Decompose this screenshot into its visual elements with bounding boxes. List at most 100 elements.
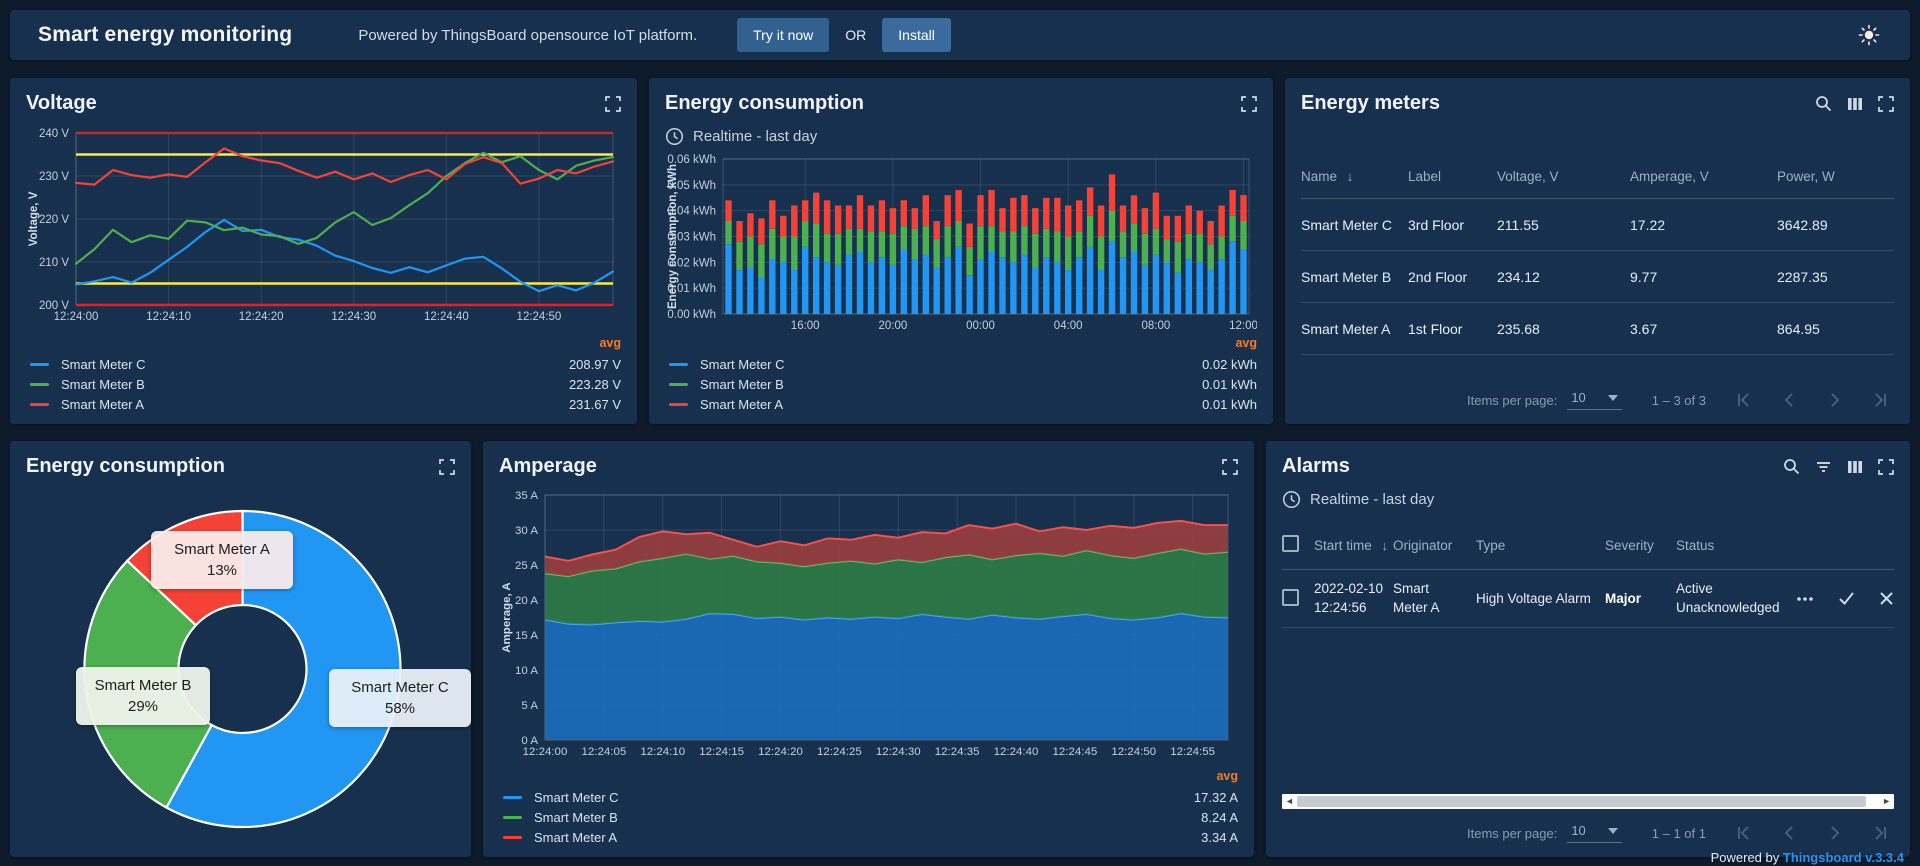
svg-text:20 A: 20 A <box>515 595 538 607</box>
more-actions-button[interactable] <box>1796 596 1814 602</box>
select-all-checkbox[interactable] <box>1282 535 1299 552</box>
acknowledge-button[interactable] <box>1838 591 1855 606</box>
column-header-amperage[interactable]: Amperage, V <box>1630 169 1777 184</box>
scroll-right-icon[interactable]: ► <box>1882 797 1891 806</box>
legend-label: Smart Meter B <box>534 810 1148 825</box>
search-icon <box>1783 458 1800 475</box>
pie-label-smart-meter-b[interactable]: Smart Meter B 29% <box>76 667 210 725</box>
columns-button[interactable] <box>1847 96 1863 112</box>
cell-type: High Voltage Alarm <box>1476 591 1605 606</box>
column-header-start-time[interactable]: Start time ↓ <box>1314 538 1393 553</box>
search-button[interactable] <box>1815 95 1832 112</box>
try-it-now-button[interactable]: Try it now <box>737 18 829 52</box>
items-per-page-select[interactable]: 10 <box>1567 823 1621 843</box>
table-header: Name ↓ Label Voltage, V Amperage, V Powe… <box>1301 159 1894 199</box>
column-header-originator[interactable]: Originator <box>1393 538 1476 553</box>
columns-button[interactable] <box>1847 459 1863 475</box>
first-page-button[interactable] <box>1734 391 1752 409</box>
legend-value: 208.97 V <box>531 357 621 372</box>
voltage-legend: avg Smart Meter C 208.97 V Smart Meter B… <box>26 336 621 414</box>
legend-label: Smart Meter A <box>534 830 1148 845</box>
fullscreen-button[interactable] <box>1878 96 1894 112</box>
fullscreen-button[interactable] <box>1222 459 1238 475</box>
svg-text:12:00: 12:00 <box>1229 320 1257 332</box>
series-swatch <box>503 836 522 839</box>
chevron-right-icon <box>1826 391 1844 409</box>
prev-page-button[interactable] <box>1780 391 1798 409</box>
last-page-button[interactable] <box>1872 824 1890 842</box>
svg-text:16:00: 16:00 <box>791 320 820 332</box>
column-header-name[interactable]: Name ↓ <box>1301 169 1408 184</box>
items-per-page-select[interactable]: 10 <box>1567 390 1621 410</box>
amperage-legend: avg Smart Meter C 17.32 A Smart Meter B … <box>499 769 1238 847</box>
legend-item[interactable]: Smart Meter B 223.28 V <box>26 374 621 394</box>
chevron-down-icon <box>1608 395 1618 401</box>
cell-name: Smart Meter A <box>1301 321 1408 337</box>
energy-pie-chart[interactable]: Smart Meter A 13% Smart Meter B 29% Smar… <box>26 478 455 844</box>
column-header-severity[interactable]: Severity <box>1605 538 1676 553</box>
svg-text:220 V: 220 V <box>39 214 69 226</box>
alarm-row[interactable]: 2022-02-10 12:24:56 Smart Meter A High V… <box>1282 570 1894 628</box>
fullscreen-button[interactable] <box>439 459 455 475</box>
timewindow-button[interactable]: Realtime - last day <box>1282 490 1894 509</box>
table-row[interactable]: Smart Meter C 3rd Floor 211.55 17.22 364… <box>1301 199 1894 251</box>
energy-bars-legend: avg Smart Meter C 0.02 kWh Smart Meter B… <box>665 336 1257 414</box>
first-page-button[interactable] <box>1734 824 1752 842</box>
column-header-power[interactable]: Power, W <box>1777 169 1894 184</box>
cell-amperage: 17.22 <box>1630 217 1777 233</box>
series-swatch <box>669 363 688 366</box>
fullscreen-icon <box>605 96 621 112</box>
timewindow-button[interactable]: Realtime - last day <box>665 127 1257 146</box>
column-header-status[interactable]: Status <box>1676 538 1796 553</box>
legend-item[interactable]: Smart Meter B 0.01 kWh <box>665 374 1257 394</box>
thingsboard-version-link[interactable]: Thingsboard v.3.3.4 <box>1783 850 1904 865</box>
clear-alarm-button[interactable] <box>1879 591 1894 606</box>
pie-label-smart-meter-a[interactable]: Smart Meter A 13% <box>151 531 293 589</box>
energy-consumption-bar-chart[interactable]: 0.06 kWh0.05 kWh0.04 kWh0.03 kWh0.02 kWh… <box>665 154 1257 336</box>
last-page-button[interactable] <box>1872 391 1890 409</box>
next-page-button[interactable] <box>1826 391 1844 409</box>
legend-item[interactable]: Smart Meter C 0.02 kWh <box>665 354 1257 374</box>
svg-text:12:24:50: 12:24:50 <box>517 311 562 323</box>
row-checkbox[interactable] <box>1282 589 1299 606</box>
legend-item[interactable]: Smart Meter A 3.34 A <box>499 827 1238 847</box>
svg-text:0.00 kWh: 0.00 kWh <box>667 309 716 321</box>
svg-text:12:24:35: 12:24:35 <box>935 746 980 758</box>
column-header-voltage[interactable]: Voltage, V <box>1497 169 1630 184</box>
scroll-left-icon[interactable]: ◄ <box>1285 797 1294 806</box>
legend-value: 0.01 kWh <box>1167 377 1257 392</box>
column-header-label[interactable]: Label <box>1408 169 1497 184</box>
fullscreen-button[interactable] <box>605 96 621 112</box>
scrollbar-thumb[interactable] <box>1297 796 1866 807</box>
legend-value: 0.01 kWh <box>1167 397 1257 412</box>
column-header-type[interactable]: Type <box>1476 538 1605 553</box>
amperage-area-chart[interactable]: 35 A30 A25 A20 A15 A10 A5 A0 A12:24:0012… <box>499 490 1238 762</box>
prev-page-button[interactable] <box>1780 824 1798 842</box>
svg-text:230 V: 230 V <box>39 171 69 183</box>
cell-status: Active Unacknowledged <box>1676 580 1796 616</box>
table-row[interactable]: Smart Meter A 1st Floor 235.68 3.67 864.… <box>1301 303 1894 355</box>
install-button[interactable]: Install <box>882 18 951 52</box>
fullscreen-button[interactable] <box>1878 459 1894 475</box>
voltage-chart[interactable]: 240 V230 V220 V210 V200 V12:24:0012:24:1… <box>26 127 621 327</box>
widget-title: Energy meters <box>1301 92 1440 115</box>
search-button[interactable] <box>1783 458 1800 475</box>
fullscreen-icon <box>1878 459 1894 475</box>
next-page-button[interactable] <box>1826 824 1844 842</box>
legend-item[interactable]: Smart Meter C 208.97 V <box>26 354 621 374</box>
clock-icon <box>665 127 684 146</box>
sort-desc-icon: ↓ <box>1347 169 1354 184</box>
theme-toggle-button[interactable] <box>1858 24 1880 46</box>
legend-item[interactable]: Smart Meter A 231.67 V <box>26 394 621 414</box>
pie-label-smart-meter-c[interactable]: Smart Meter C 58% <box>329 669 471 727</box>
svg-text:15 A: 15 A <box>515 630 538 642</box>
fullscreen-button[interactable] <box>1241 96 1257 112</box>
legend-value: 3.34 A <box>1148 830 1238 845</box>
filter-button[interactable] <box>1815 459 1832 475</box>
legend-item[interactable]: Smart Meter C 17.32 A <box>499 787 1238 807</box>
table-row[interactable]: Smart Meter B 2nd Floor 234.12 9.77 2287… <box>1301 251 1894 303</box>
legend-item[interactable]: Smart Meter B 8.24 A <box>499 807 1238 827</box>
chevron-left-icon <box>1780 391 1798 409</box>
horizontal-scrollbar[interactable]: ◄ ► <box>1282 794 1894 809</box>
legend-item[interactable]: Smart Meter A 0.01 kWh <box>665 394 1257 414</box>
